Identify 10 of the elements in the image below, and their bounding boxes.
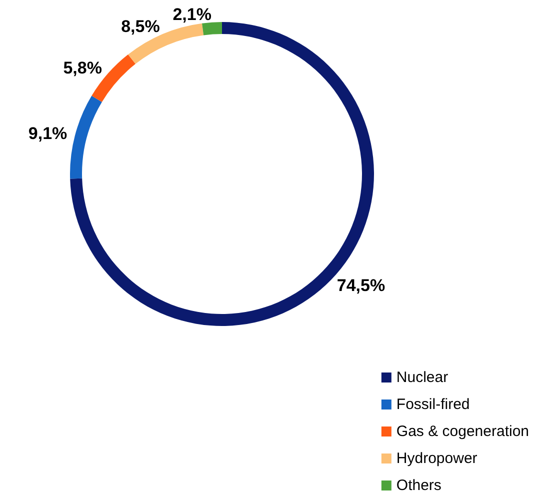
legend-label: Gas & cogeneration: [396, 423, 530, 440]
data-label: 8,5%: [121, 17, 160, 36]
data-label: 2,1%: [172, 4, 212, 24]
legend-label: Hydropower: [396, 450, 478, 467]
data-label: 74,5%: [336, 276, 386, 295]
data-label: 9,1%: [28, 124, 68, 144]
legend-label: Nuclear: [396, 369, 448, 386]
legend-label: Fossil-fired: [396, 396, 470, 413]
data-label: 5,8%: [63, 58, 102, 78]
legend-label: Others: [396, 477, 442, 494]
